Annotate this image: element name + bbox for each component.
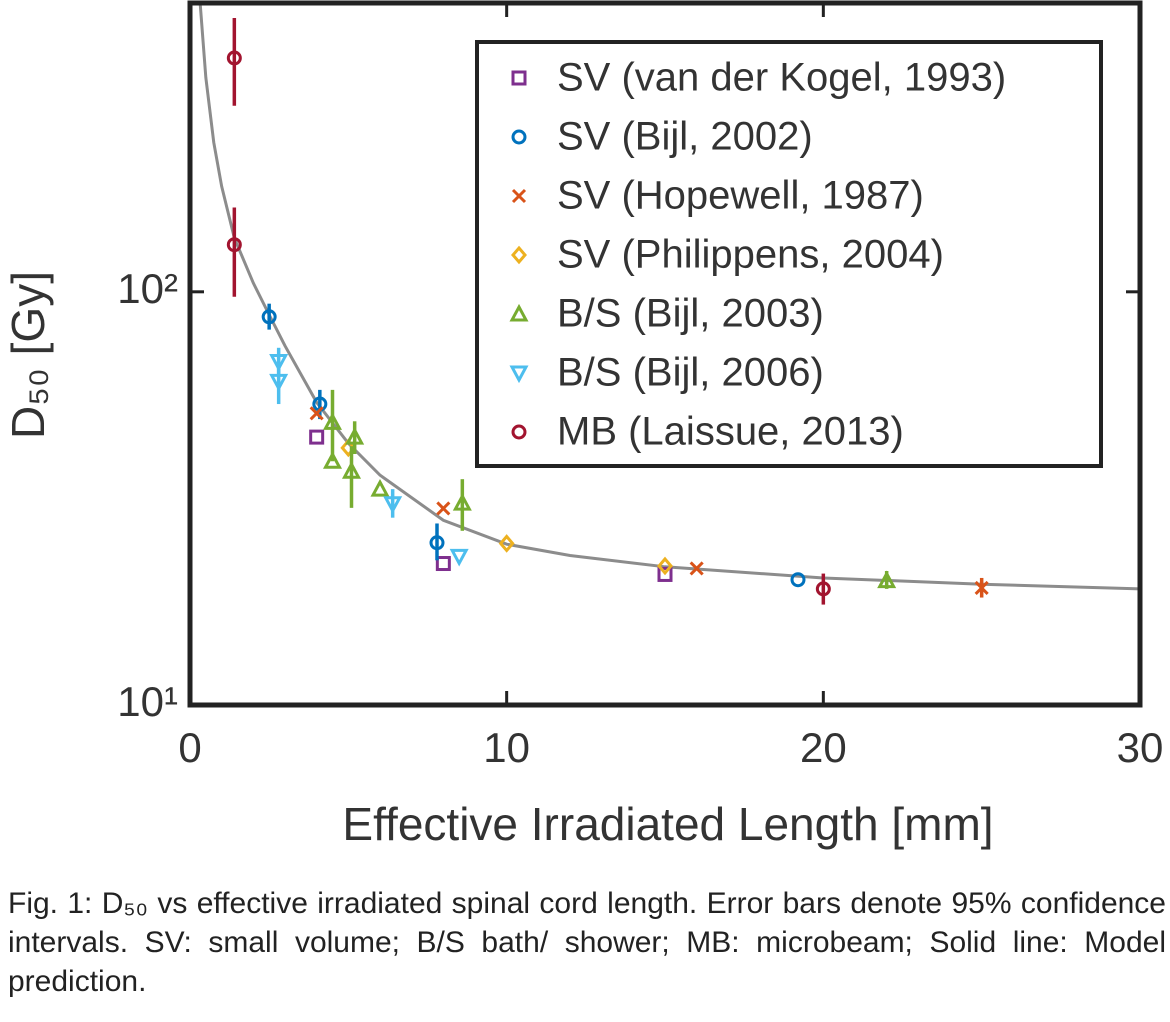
marker <box>877 570 897 589</box>
marker <box>341 461 362 479</box>
x-tick-label: 0 <box>178 724 201 771</box>
marker <box>309 406 324 421</box>
legend-label: SV (Hopewell, 1987) <box>557 174 924 218</box>
marker <box>261 309 277 325</box>
marker <box>383 496 403 514</box>
marker <box>322 412 343 430</box>
marker <box>511 424 527 440</box>
marker <box>511 129 527 145</box>
x-tick-label: 20 <box>800 724 847 771</box>
marker <box>511 188 527 204</box>
marker <box>322 451 343 469</box>
marker <box>657 556 673 576</box>
marker <box>815 581 831 597</box>
y-tick-label: 10² <box>117 265 178 312</box>
marker <box>436 501 451 516</box>
chart: Effective Irradiated Length [mm] D₅₀ [Gy… <box>2 0 1164 850</box>
marker <box>689 561 704 576</box>
marker <box>790 572 806 588</box>
marker <box>269 354 289 372</box>
marker <box>429 535 445 551</box>
marker <box>345 426 365 445</box>
legend-label: SV (Philippens, 2004) <box>557 233 944 277</box>
marker <box>226 50 242 66</box>
plot-frame <box>187 0 1143 708</box>
legend-label: SV (Bijl, 2002) <box>557 115 813 159</box>
marker <box>340 438 357 458</box>
x-tick-label: 30 <box>1117 724 1164 771</box>
marker <box>449 548 469 567</box>
y-axis-label: D₅₀ [Gy] <box>2 271 54 439</box>
marker <box>974 580 989 596</box>
legend-label: MB (Laissue, 2013) <box>557 410 904 454</box>
marker <box>657 566 673 582</box>
marker <box>370 478 390 497</box>
caption: Fig. 1: D₅₀ vs effective irradiated spin… <box>8 887 1166 998</box>
marker <box>511 245 527 265</box>
legend-label: B/S (Bijl, 2006) <box>557 351 824 395</box>
legend-box <box>475 40 1103 468</box>
marker <box>509 303 529 322</box>
marker <box>498 534 515 553</box>
x-tick-label: 10 <box>483 724 530 771</box>
legend-label: SV (van der Kogel, 1993) <box>557 56 1006 100</box>
legend-label: B/S (Bijl, 2003) <box>557 292 824 336</box>
marker <box>309 429 325 445</box>
marker <box>269 373 289 392</box>
marker <box>226 237 242 253</box>
marker <box>509 365 529 384</box>
marker <box>511 70 527 86</box>
marker <box>435 556 451 572</box>
x-axis-label: Effective Irradiated Length [mm] <box>342 798 993 850</box>
marker <box>452 492 472 511</box>
y-tick-label: 10¹ <box>117 678 178 725</box>
